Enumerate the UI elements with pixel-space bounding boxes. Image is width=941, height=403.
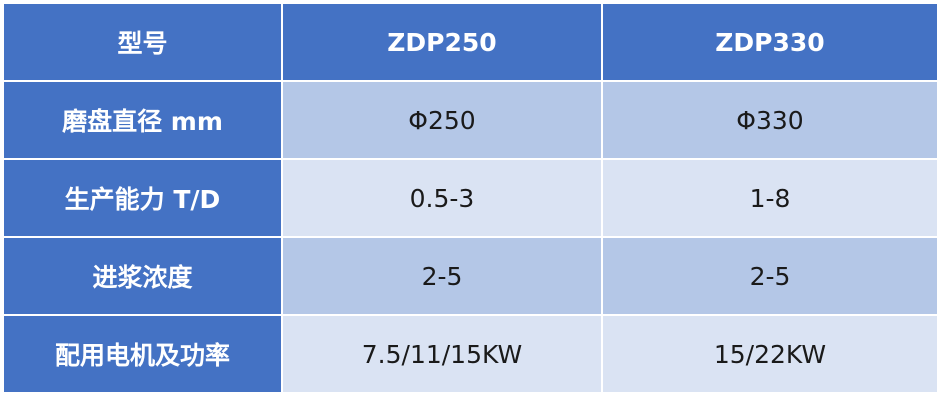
cell-value: Φ330 <box>601 80 939 160</box>
cell-value: 7.5/11/15KW <box>281 314 603 394</box>
header-cell-zdp250: ZDP250 <box>281 2 603 82</box>
table-row: 配用电机及功率 7.5/11/15KW 15/22KW <box>2 314 939 394</box>
cell-value: Φ250 <box>281 80 603 160</box>
row-label: 配用电机及功率 <box>2 314 283 394</box>
table-row: 生产能力 T/D 0.5-3 1-8 <box>2 158 939 238</box>
cell-value: 0.5-3 <box>281 158 603 238</box>
header-cell-zdp330: ZDP330 <box>601 2 939 82</box>
row-label: 生产能力 T/D <box>2 158 283 238</box>
cell-value: 2-5 <box>281 236 603 316</box>
row-label: 进浆浓度 <box>2 236 283 316</box>
table-row: 进浆浓度 2-5 2-5 <box>2 236 939 316</box>
spec-table: 型号 ZDP250 ZDP330 磨盘直径 mm Φ250 Φ330 生产能力 … <box>2 2 939 394</box>
table-row: 磨盘直径 mm Φ250 Φ330 <box>2 80 939 160</box>
cell-value: 2-5 <box>601 236 939 316</box>
row-label: 磨盘直径 mm <box>2 80 283 160</box>
header-cell-model: 型号 <box>2 2 283 82</box>
cell-value: 15/22KW <box>601 314 939 394</box>
header-row: 型号 ZDP250 ZDP330 <box>2 2 939 82</box>
cell-value: 1-8 <box>601 158 939 238</box>
